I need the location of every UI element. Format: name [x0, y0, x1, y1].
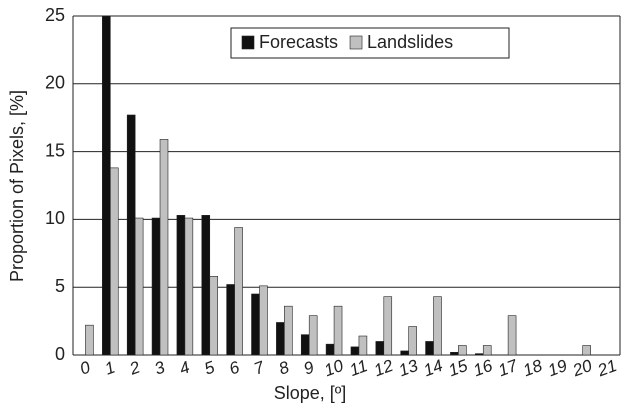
- x-tick-label: 21: [594, 356, 619, 381]
- bar: [102, 15, 111, 356]
- bar: [333, 305, 343, 356]
- bar: [276, 322, 285, 356]
- x-tick-label: 0: [77, 357, 93, 378]
- x-tick-label: 20: [569, 356, 595, 381]
- bar: [226, 284, 235, 356]
- y-tick-label: 20: [45, 73, 65, 93]
- bar: [209, 276, 219, 356]
- x-tick-label: 17: [496, 356, 521, 381]
- bar: [408, 326, 417, 356]
- bar: [159, 139, 169, 356]
- x-tick-label: 16: [471, 356, 496, 381]
- bar: [176, 215, 186, 356]
- legend-box: [230, 27, 510, 59]
- bar: [284, 305, 293, 356]
- bar: [134, 217, 144, 356]
- bar: [126, 114, 136, 356]
- x-tick-label: 7: [251, 357, 267, 378]
- x-tick-label: 19: [545, 356, 570, 381]
- bar: [458, 345, 467, 356]
- y-tick-label: 10: [45, 208, 65, 228]
- legend-swatch: [241, 35, 255, 50]
- bar: [482, 345, 492, 356]
- bar: [184, 217, 194, 356]
- x-tick-label: 5: [202, 357, 218, 378]
- bar: [300, 334, 310, 356]
- bar: [350, 346, 360, 356]
- bar: [582, 345, 591, 356]
- x-tick-label: 10: [322, 356, 347, 381]
- x-tick-label: 14: [421, 356, 445, 380]
- x-tick-label: 18: [520, 356, 545, 381]
- bar: [450, 351, 459, 356]
- x-tick-label: 8: [276, 357, 292, 378]
- x-tick-label: 15: [446, 356, 471, 381]
- bar: [400, 350, 409, 356]
- bar: [425, 341, 434, 356]
- bar: [85, 324, 94, 356]
- x-tick-label: 6: [227, 357, 243, 378]
- x-tick-label: 12: [371, 356, 396, 381]
- x-tick-label: 9: [301, 357, 317, 378]
- x-axis-title: Slope, [º]: [274, 383, 347, 403]
- legend-label: Landslides: [367, 32, 453, 52]
- bar: [358, 335, 368, 356]
- bar: [259, 285, 268, 356]
- bar: [234, 227, 243, 356]
- bar: [251, 293, 260, 356]
- y-tick-label: 0: [55, 344, 65, 364]
- bar: [109, 167, 119, 356]
- legend: Forecasts Landslides: [230, 27, 510, 59]
- bar: [433, 296, 442, 356]
- x-tick-label: 2: [126, 357, 143, 379]
- y-tick-label: 25: [45, 5, 65, 25]
- legend-label: Forecasts: [259, 32, 338, 52]
- y-tick-label: 5: [55, 276, 65, 296]
- bar: [383, 296, 393, 356]
- x-tick-label: 1: [102, 357, 117, 378]
- bar: [201, 215, 211, 356]
- bar: [151, 217, 161, 356]
- bar: [375, 341, 385, 356]
- y-axis-title: Proportion of Pixels, [%]: [7, 90, 27, 282]
- bar: [474, 353, 484, 356]
- y-tick-label: 15: [45, 140, 65, 160]
- x-tick-label: 11: [347, 356, 370, 380]
- x-tick-label: 13: [396, 356, 421, 381]
- x-tick-label: 4: [177, 357, 192, 378]
- bar: [325, 343, 335, 356]
- bar: [308, 315, 318, 356]
- legend-swatch: [349, 35, 363, 50]
- x-tick-label: 3: [152, 357, 168, 378]
- bar: [507, 315, 517, 356]
